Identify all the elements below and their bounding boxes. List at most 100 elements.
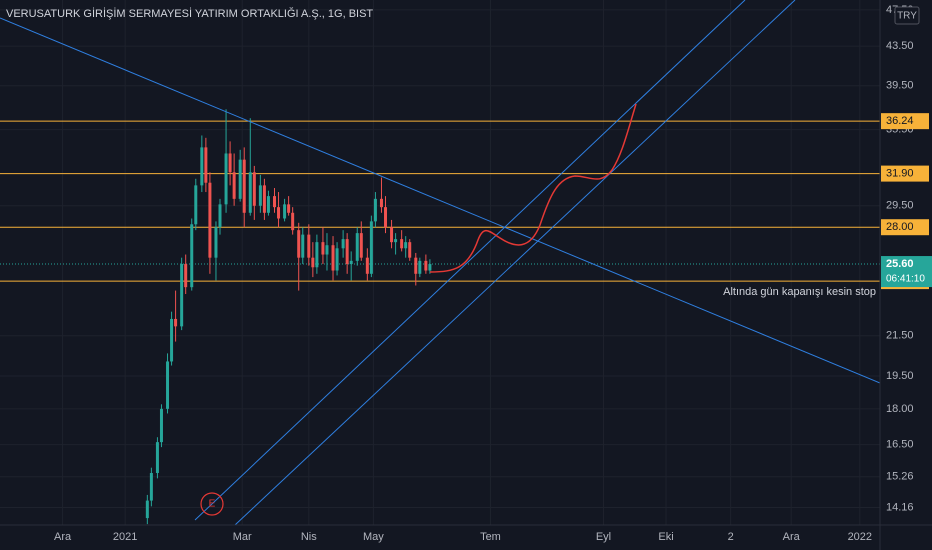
y-tick-label: 16.50 (886, 439, 914, 451)
candle-body (194, 185, 198, 225)
candle-body (208, 182, 212, 258)
candle-body (174, 318, 178, 327)
level-label-bg (881, 113, 929, 130)
x-tick-label: Tem (480, 531, 501, 543)
channel-line (194, 0, 746, 521)
candle-body (291, 212, 295, 231)
candle-body (373, 198, 377, 222)
x-tick-label: Nis (301, 531, 317, 543)
candle-body (418, 260, 422, 274)
annotation: Altında gün kapanışı kesin stop (723, 286, 876, 298)
projection-curve (429, 103, 637, 273)
candle-body (349, 260, 353, 265)
candle-body (325, 245, 329, 255)
candle-body (218, 204, 222, 228)
candle-body (166, 361, 170, 409)
candle-body (379, 198, 383, 208)
candle-body (335, 248, 339, 271)
currency-badge[interactable] (894, 6, 920, 25)
candle-body (287, 204, 291, 213)
candle-body (321, 242, 325, 255)
candle-body (301, 234, 305, 258)
y-tick-label: 19.50 (886, 370, 914, 382)
candle-body (341, 239, 345, 249)
candle-body (159, 408, 163, 443)
candle-body (345, 239, 349, 265)
candle-body (232, 172, 236, 199)
channel-line (234, 0, 796, 525)
candles (145, 109, 432, 525)
candle-body (428, 264, 432, 271)
x-tick-label: 2022 (848, 531, 872, 543)
candle-body (315, 242, 319, 268)
candle-body (331, 245, 335, 271)
event-marker-circle[interactable] (200, 492, 224, 516)
candle-body (228, 153, 232, 173)
candle-body (394, 239, 398, 243)
candle-body (258, 185, 262, 206)
candle-body (145, 500, 149, 519)
drawings: E (0, 0, 880, 525)
axes: 14.1615.2616.5018.0019.5021.5029.5035.50… (54, 4, 932, 543)
level-label-bg (881, 219, 929, 236)
level-label: 28.00 (886, 221, 914, 233)
x-tick-label: 2021 (113, 531, 137, 543)
level-label: 36.24 (886, 115, 914, 127)
event-marker[interactable]: E (209, 499, 216, 510)
y-tick-label: 39.50 (886, 80, 914, 92)
candle-body (248, 172, 252, 213)
x-tick-label: Eyl (596, 531, 611, 543)
y-tick-label: 43.50 (886, 40, 914, 52)
levels (0, 120, 880, 282)
candle-body (262, 185, 266, 213)
grid (0, 0, 880, 525)
trend-line (0, 17, 880, 384)
candle-body (170, 318, 174, 362)
candle-body (204, 147, 208, 183)
candle-body (297, 230, 301, 258)
y-tick-label: 29.50 (886, 200, 914, 212)
currency[interactable]: TRY (897, 11, 917, 22)
candle-body (390, 227, 394, 243)
candle-body (155, 442, 159, 473)
level-label: 31.90 (886, 168, 914, 180)
candle-body (414, 257, 418, 274)
candle-body (180, 264, 184, 327)
candle-body (311, 257, 315, 268)
candle-body (272, 196, 276, 208)
chart-title: VERUSATURK GİRİŞİM SERMAYESİ YATIRIM ORT… (6, 7, 373, 20)
y-tick-label: 14.16 (886, 501, 914, 513)
candle-body (149, 472, 153, 501)
candle-body (252, 172, 256, 206)
candle-body (283, 204, 287, 219)
candle-body (400, 239, 404, 249)
candle-body (224, 153, 228, 205)
candle-body (238, 159, 242, 199)
x-tick-label: Ara (783, 531, 801, 543)
x-tick-label: Ara (54, 531, 72, 543)
level-label-bg (881, 165, 929, 182)
candle-body (355, 233, 359, 261)
candle-body (277, 207, 281, 219)
candle-body (190, 224, 194, 288)
x-tick-label: Mar (233, 531, 252, 543)
candle-body (200, 147, 204, 186)
candle-body (359, 233, 363, 258)
x-tick-label: May (363, 531, 384, 543)
y-tick-label: 18.00 (886, 403, 914, 415)
x-tick-label: 2 (728, 531, 734, 543)
x-tick-label: Eki (658, 531, 673, 543)
candle-body (242, 159, 246, 213)
candle-body (369, 221, 373, 274)
candle-body (365, 257, 369, 274)
last-price-label: 25.60 (886, 258, 914, 270)
candle-body (424, 260, 428, 271)
candle-body (307, 234, 311, 258)
y-tick-label: 15.26 (886, 471, 914, 483)
candle-body (214, 227, 218, 258)
countdown: 06:41:10 (886, 274, 925, 285)
last-price-bg (881, 256, 932, 288)
